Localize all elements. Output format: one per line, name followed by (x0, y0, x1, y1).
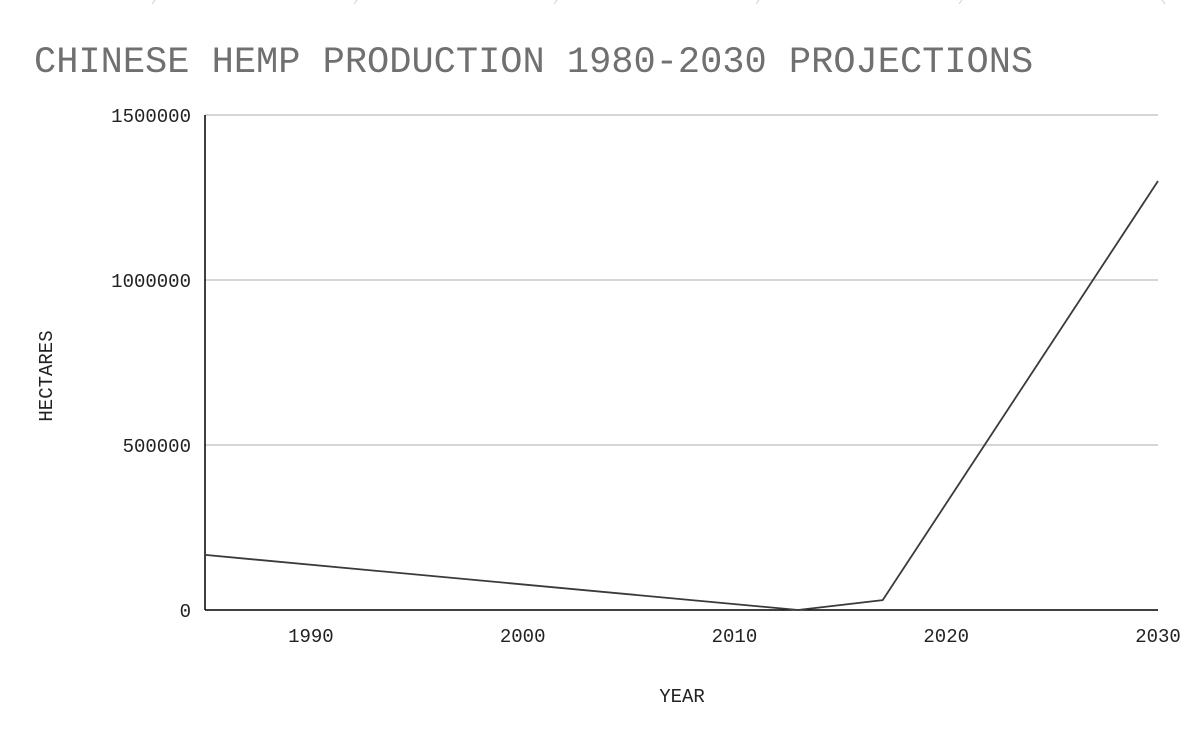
chart-title: CHINESE HEMP PRODUCTION 1980-2030 PROJEC… (34, 42, 1033, 84)
y-tick-label: 500000 (123, 436, 191, 458)
series-line (204, 180, 1159, 611)
x-tick-label: 2000 (500, 626, 546, 648)
y-tick-label: 1500000 (111, 106, 191, 128)
series-group (204, 180, 1159, 611)
y-tick-label: 0 (180, 601, 191, 623)
y-tick-label: 1000000 (111, 271, 191, 293)
x-tick-label: 2020 (923, 626, 969, 648)
top-edge-marks (151, 0, 1166, 5)
x-tick-label: 2030 (1135, 626, 1181, 648)
y-tick-labels: 0 500000 1000000 1500000 (111, 106, 191, 623)
x-tick-labels: 1990 2000 2010 2020 2030 (288, 626, 1181, 648)
y-axis-label: HECTARES (36, 330, 58, 421)
x-tick-label: 1990 (288, 626, 334, 648)
x-tick-label: 2010 (712, 626, 758, 648)
x-axis-label: YEAR (659, 686, 705, 708)
gridlines (205, 114, 1158, 446)
